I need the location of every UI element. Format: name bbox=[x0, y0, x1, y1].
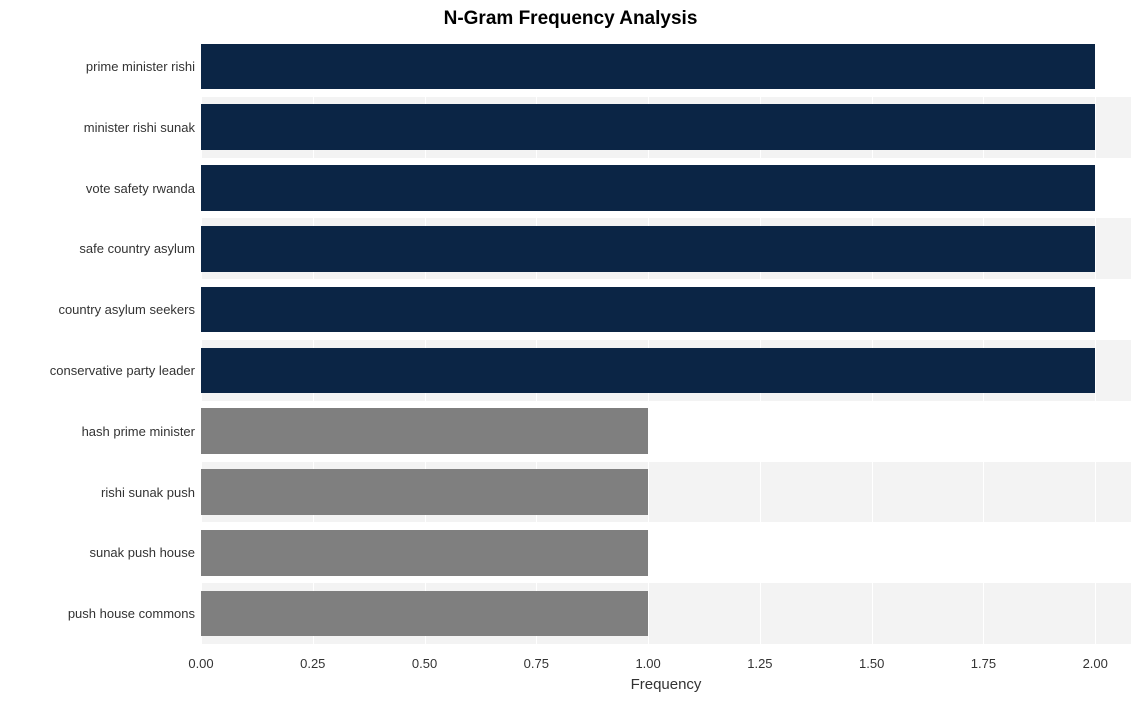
bar bbox=[201, 469, 648, 515]
x-tick-label: 1.25 bbox=[735, 656, 785, 671]
x-tick-label: 0.25 bbox=[288, 656, 338, 671]
bar bbox=[201, 408, 648, 454]
bar bbox=[201, 530, 648, 576]
chart-container: N-Gram Frequency Analysis Frequency prim… bbox=[0, 0, 1141, 701]
y-category-label: minister rishi sunak bbox=[0, 120, 195, 135]
x-tick-label: 1.75 bbox=[958, 656, 1008, 671]
y-category-label: hash prime minister bbox=[0, 424, 195, 439]
bar bbox=[201, 165, 1095, 211]
x-tick-label: 1.50 bbox=[847, 656, 897, 671]
y-category-label: rishi sunak push bbox=[0, 485, 195, 500]
bar bbox=[201, 348, 1095, 394]
x-tick-label: 0.50 bbox=[400, 656, 450, 671]
y-category-label: country asylum seekers bbox=[0, 302, 195, 317]
y-category-label: conservative party leader bbox=[0, 363, 195, 378]
y-category-label: sunak push house bbox=[0, 545, 195, 560]
x-tick-label: 2.00 bbox=[1070, 656, 1120, 671]
grid-line bbox=[1095, 36, 1096, 644]
bar bbox=[201, 226, 1095, 272]
bar bbox=[201, 591, 648, 637]
x-axis-label: Frequency bbox=[201, 676, 1131, 693]
bar bbox=[201, 104, 1095, 150]
y-category-label: push house commons bbox=[0, 606, 195, 621]
bar bbox=[201, 44, 1095, 90]
y-category-label: vote safety rwanda bbox=[0, 181, 195, 196]
bar bbox=[201, 287, 1095, 333]
x-tick-label: 0.75 bbox=[511, 656, 561, 671]
chart-title: N-Gram Frequency Analysis bbox=[0, 8, 1141, 30]
y-category-label: prime minister rishi bbox=[0, 59, 195, 74]
y-category-label: safe country asylum bbox=[0, 241, 195, 256]
x-tick-label: 0.00 bbox=[176, 656, 226, 671]
x-tick-label: 1.00 bbox=[623, 656, 673, 671]
